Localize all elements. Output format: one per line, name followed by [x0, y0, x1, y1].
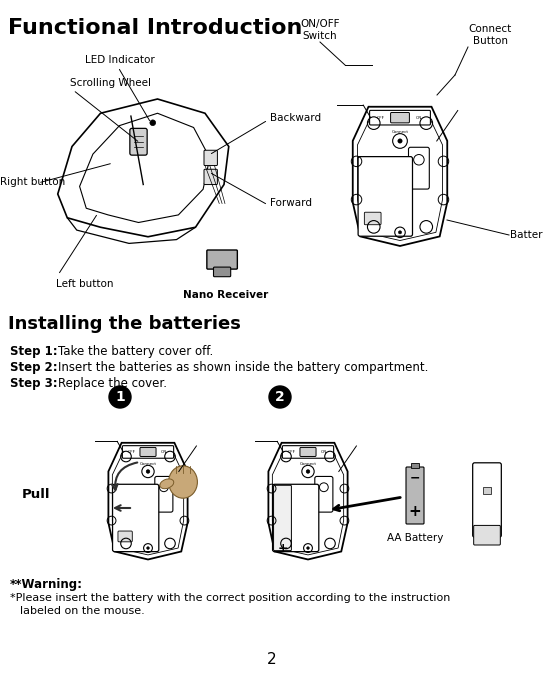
Circle shape: [150, 120, 156, 125]
Text: Take the battery cover off.: Take the battery cover off.: [58, 345, 213, 358]
Text: Backward: Backward: [270, 113, 321, 123]
Text: Battery Cover: Battery Cover: [510, 230, 543, 240]
Circle shape: [146, 470, 150, 473]
FancyBboxPatch shape: [122, 445, 174, 458]
FancyBboxPatch shape: [140, 447, 156, 456]
FancyBboxPatch shape: [364, 212, 381, 225]
FancyBboxPatch shape: [358, 157, 413, 236]
Text: labeled on the mouse.: labeled on the mouse.: [20, 606, 145, 616]
Text: +: +: [277, 541, 288, 554]
FancyBboxPatch shape: [390, 112, 409, 123]
Text: Forward: Forward: [270, 198, 312, 208]
FancyBboxPatch shape: [473, 526, 500, 545]
FancyBboxPatch shape: [155, 477, 173, 512]
Circle shape: [307, 547, 310, 550]
Bar: [483, 487, 491, 494]
Text: Scrolling Wheel: Scrolling Wheel: [70, 78, 151, 88]
Text: Replace the cover.: Replace the cover.: [58, 377, 167, 390]
FancyBboxPatch shape: [112, 484, 159, 552]
FancyBboxPatch shape: [408, 147, 430, 189]
Text: Connect: Connect: [140, 462, 156, 466]
Circle shape: [147, 547, 149, 550]
Text: +: +: [409, 505, 421, 520]
FancyBboxPatch shape: [300, 447, 316, 456]
Text: 2: 2: [275, 390, 285, 404]
Circle shape: [398, 139, 402, 143]
FancyBboxPatch shape: [204, 151, 217, 165]
Text: OFF: OFF: [128, 450, 136, 454]
Text: Left button: Left button: [56, 279, 113, 289]
Text: OFF: OFF: [377, 116, 385, 120]
Text: Step 3:: Step 3:: [10, 377, 58, 390]
FancyBboxPatch shape: [130, 128, 147, 155]
FancyBboxPatch shape: [406, 467, 424, 524]
Text: ON: ON: [416, 116, 422, 120]
Circle shape: [109, 386, 131, 408]
FancyBboxPatch shape: [213, 267, 231, 276]
Circle shape: [269, 386, 291, 408]
Text: LED Indicator: LED Indicator: [85, 55, 155, 65]
FancyBboxPatch shape: [204, 170, 217, 185]
FancyBboxPatch shape: [472, 463, 501, 537]
FancyBboxPatch shape: [315, 477, 333, 512]
Text: −: −: [410, 471, 420, 484]
Text: Nano Receiver: Nano Receiver: [184, 290, 269, 300]
Circle shape: [306, 470, 310, 473]
Text: Connect: Connect: [392, 129, 408, 133]
FancyBboxPatch shape: [370, 110, 431, 125]
FancyBboxPatch shape: [274, 486, 292, 551]
Text: Functional Introduction: Functional Introduction: [8, 18, 302, 38]
Text: Connect
Button: Connect Button: [469, 25, 512, 46]
Text: ON: ON: [321, 450, 327, 454]
Bar: [411, 463, 419, 468]
Ellipse shape: [168, 466, 198, 498]
Text: *Please insert the battery with the correct position according to the instructio: *Please insert the battery with the corr…: [10, 593, 450, 603]
Text: 1: 1: [115, 390, 125, 404]
Text: Right button: Right button: [0, 177, 65, 187]
Text: Connect: Connect: [300, 462, 317, 466]
Text: Pull: Pull: [22, 488, 50, 501]
FancyBboxPatch shape: [273, 484, 319, 552]
Text: Step 2:: Step 2:: [10, 361, 58, 374]
Text: AA Battery: AA Battery: [387, 533, 443, 543]
Text: **Warning:: **Warning:: [10, 578, 83, 591]
Text: ON: ON: [161, 450, 167, 454]
Circle shape: [399, 231, 402, 234]
Text: 2: 2: [267, 652, 276, 667]
Text: Insert the batteries as shown inside the battery compartment.: Insert the batteries as shown inside the…: [58, 361, 428, 374]
Text: OFF: OFF: [288, 450, 296, 454]
Text: Step 1:: Step 1:: [10, 345, 58, 358]
FancyBboxPatch shape: [282, 445, 333, 458]
Text: ON/OFF
Switch: ON/OFF Switch: [300, 19, 340, 41]
FancyBboxPatch shape: [118, 531, 132, 542]
Text: Installing the batteries: Installing the batteries: [8, 315, 241, 333]
Ellipse shape: [160, 479, 174, 489]
FancyBboxPatch shape: [207, 250, 237, 269]
